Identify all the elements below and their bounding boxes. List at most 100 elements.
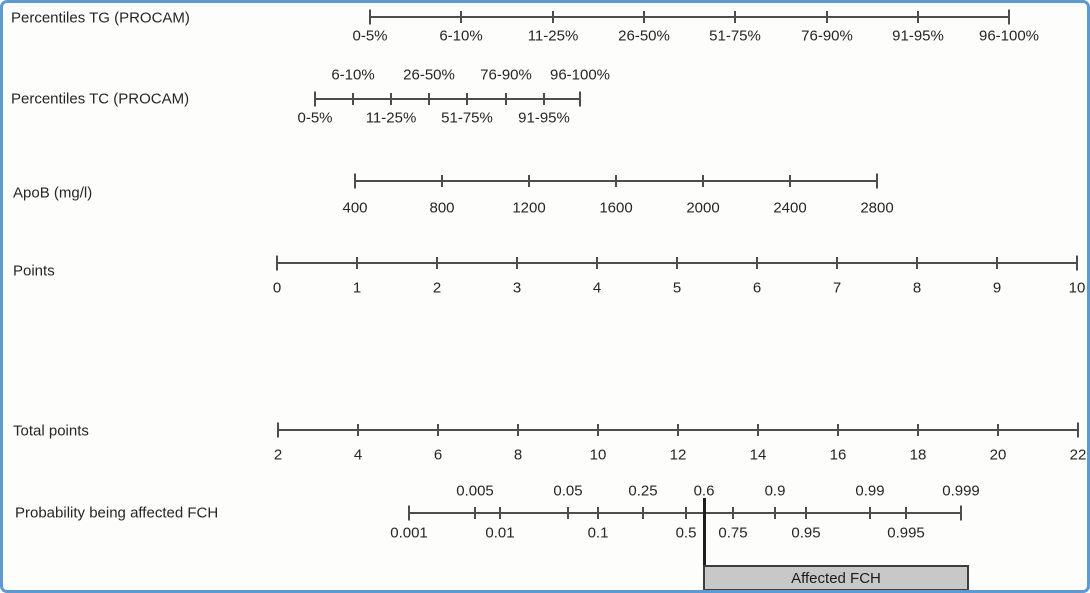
tick-mark [277,422,279,438]
tick-label: 2800 [860,199,894,217]
tick-mark [505,93,507,105]
tick-mark [437,424,439,436]
tick-label: 11-25% [527,27,579,45]
tick-mark [597,424,599,436]
tick-mark [352,93,354,105]
tick-label: 91-95% [518,109,570,127]
tick-label: 0.1 [587,524,609,542]
tick-label: 96-100% [549,66,611,84]
tick-mark [917,11,919,23]
tick-label: 96-100% [978,27,1040,45]
tick-label: 20 [989,446,1007,464]
tick-mark [428,93,430,105]
tick-mark [357,424,359,436]
tick-label: 22 [1069,446,1087,464]
tick-label: 51-75% [709,27,761,45]
tick-mark [1077,422,1079,438]
nomogram-canvas: Percentiles TG (PROCAM) 0-5% 6-10% 11-25% 26… [3,3,1087,590]
tick-label: 2000 [686,199,720,217]
scale-title-total-points: Total points [13,422,89,440]
tick-label: 0.75 [718,524,748,542]
affected-fch-box: Affected FCH [703,565,969,590]
tick-label: 26-50% [403,66,455,84]
tick-label: 6 [433,446,443,464]
tick-label: 0.01 [485,524,515,542]
tick-mark [516,257,518,269]
tick-label: 16 [829,446,847,464]
tick-mark [390,93,392,105]
scale-line-percentiles-tg [370,16,1009,18]
tick-label: 2400 [773,199,807,217]
scale-title-percentiles-tc: Percentiles TC (PROCAM) [11,90,190,108]
tick-mark [314,91,316,107]
tick-mark [996,257,998,269]
tick-mark [732,507,734,519]
tick-label: 0.99 [855,482,885,500]
tick-label: 76-90% [480,66,532,84]
tick-label: 6 [752,279,762,297]
tick-mark [997,424,999,436]
scale-line-percentiles-tc [315,98,580,100]
scale-title-percentiles-tg: Percentiles TG (PROCAM) [11,9,190,27]
tick-mark [441,175,443,187]
scale-title-points: Points [13,262,55,280]
tick-label: 12 [669,446,687,464]
tick-mark [805,507,807,519]
tick-label: 8 [912,279,922,297]
tick-mark [837,424,839,436]
tick-mark [517,424,519,436]
tick-mark [917,424,919,436]
tick-label: 0 [272,279,282,297]
tick-label: 800 [429,199,455,217]
scale-title-probability: Probability being affected FCH [15,504,219,522]
tick-mark [579,91,581,107]
tick-mark [960,505,962,521]
tick-label: 6-10% [331,66,375,84]
tick-label: 0.995 [887,524,925,542]
tick-mark [789,175,791,187]
tick-mark [734,11,736,23]
tick-mark [408,505,410,521]
tick-label: 1200 [512,199,546,217]
tick-label: 0-5% [297,109,333,127]
tick-label: 8 [513,446,523,464]
tick-mark [676,257,678,269]
tick-label: 11-25% [365,109,417,127]
tick-label: 2 [432,279,442,297]
tick-mark [643,11,645,23]
tick-mark [756,257,758,269]
tick-mark [774,507,776,519]
tick-mark [356,257,358,269]
tick-label: 7 [832,279,842,297]
tick-mark [466,93,468,105]
tick-label: 1600 [599,199,633,217]
tick-label: 0.9 [764,482,786,500]
tick-mark [552,11,554,23]
tick-label: 1 [352,279,362,297]
tick-label: 400 [342,199,368,217]
tick-mark [354,173,356,189]
tick-label: 14 [749,446,767,464]
probability-marker-line [702,498,706,565]
affected-fch-box-label: Affected FCH [791,569,881,587]
tick-label: 6-10% [439,27,483,45]
tick-mark [474,507,476,519]
tick-label: 0-5% [352,27,388,45]
tick-mark [596,257,598,269]
tick-label: 4 [353,446,363,464]
tick-mark [876,173,878,189]
tick-label: 2 [273,446,283,464]
tick-mark [567,507,569,519]
tick-mark [369,9,371,25]
tick-mark [460,11,462,23]
tick-label: 9 [992,279,1002,297]
tick-label: 51-75% [441,109,493,127]
tick-mark [869,507,871,519]
tick-label: 76-90% [801,27,853,45]
tick-mark [836,257,838,269]
tick-mark [499,507,501,519]
tick-label: 0.001 [390,524,428,542]
tick-mark [597,507,599,519]
tick-mark [685,507,687,519]
tick-mark [276,255,278,271]
